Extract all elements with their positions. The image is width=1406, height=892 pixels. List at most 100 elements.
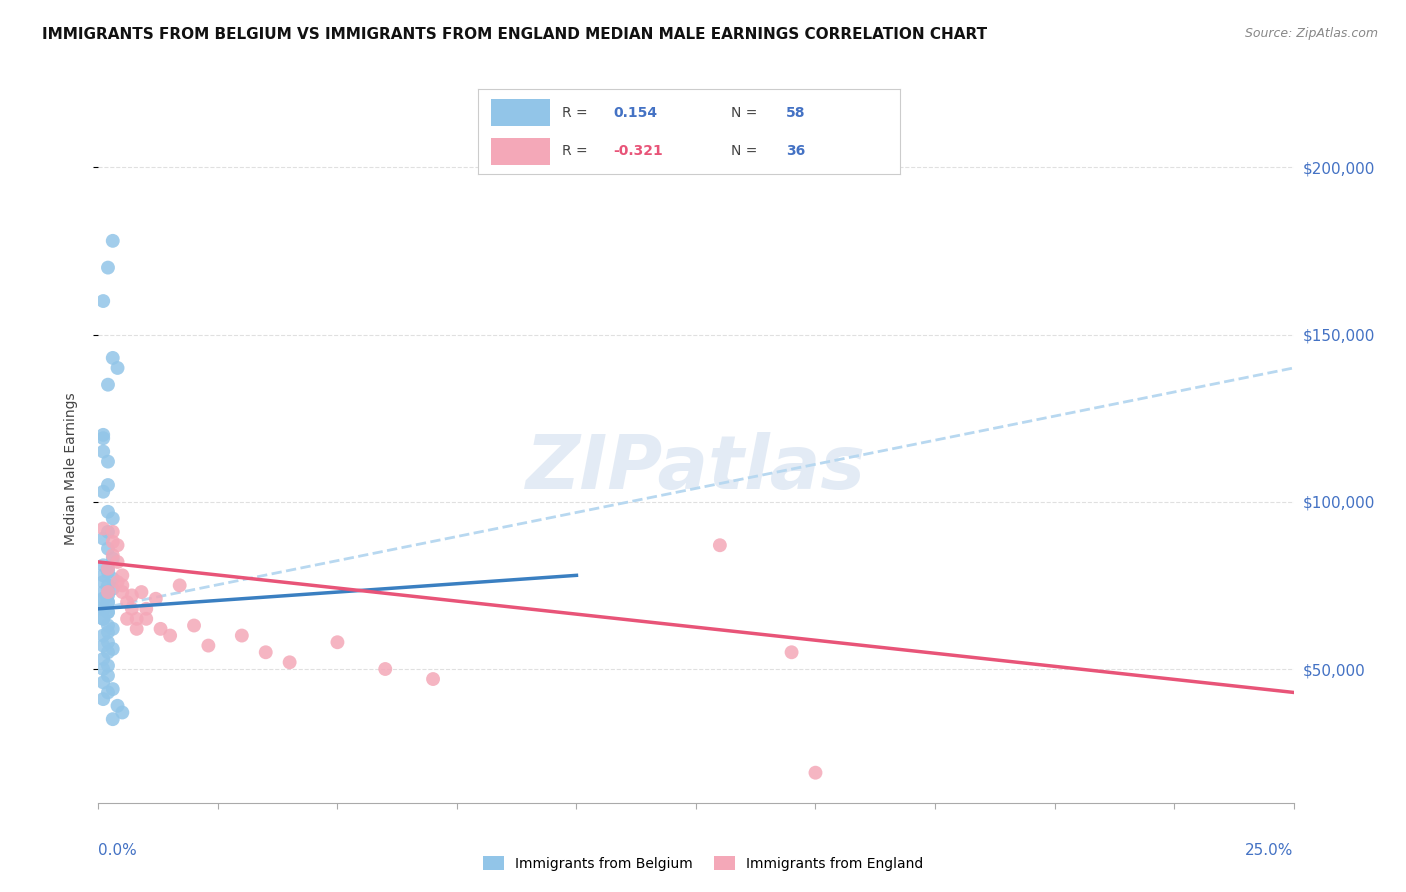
Point [97, 595, 120, 609]
Point [97, 585, 120, 599]
Point [231, 628, 253, 642]
Text: -0.321: -0.321 [613, 145, 662, 158]
Text: ZIPatlas: ZIPatlas [526, 432, 866, 505]
Point [107, 538, 129, 552]
Point [101, 681, 124, 696]
Point [97, 565, 120, 579]
Point [91, 652, 114, 666]
Text: N =: N = [731, 106, 758, 120]
Point [254, 645, 277, 659]
Point [135, 612, 157, 626]
Text: IMMIGRANTS FROM BELGIUM VS IMMIGRANTS FROM ENGLAND MEDIAN MALE EARNINGS CORRELAT: IMMIGRANTS FROM BELGIUM VS IMMIGRANTS FR… [42, 27, 987, 42]
Point [91, 294, 114, 309]
Point [91, 521, 114, 535]
Point [101, 234, 124, 248]
Point [101, 551, 124, 566]
Point [97, 669, 120, 683]
Text: 25.0%: 25.0% [1246, 843, 1294, 858]
Point [101, 572, 124, 586]
Point [97, 645, 120, 659]
FancyBboxPatch shape [491, 137, 550, 165]
Point [97, 562, 120, 576]
Point [91, 612, 114, 626]
Point [111, 706, 134, 720]
Point [131, 585, 153, 599]
Point [101, 582, 124, 596]
Point [183, 618, 205, 632]
Point [91, 484, 114, 499]
Text: 0.0%: 0.0% [98, 843, 138, 858]
Point [97, 578, 120, 592]
Point [91, 612, 114, 626]
Point [91, 428, 114, 442]
Text: N =: N = [731, 145, 758, 158]
Point [125, 622, 148, 636]
Point [91, 585, 114, 599]
Point [91, 574, 114, 589]
Point [101, 351, 124, 365]
Point [97, 377, 120, 392]
Point [804, 765, 827, 780]
Y-axis label: Median Male Earnings: Median Male Earnings [63, 392, 77, 545]
Point [97, 478, 120, 492]
Point [91, 628, 114, 642]
Point [101, 548, 124, 563]
Point [149, 622, 172, 636]
Point [97, 605, 120, 619]
Point [91, 591, 114, 606]
Text: 0.154: 0.154 [613, 106, 657, 120]
Point [97, 589, 120, 603]
Point [107, 698, 129, 713]
Point [97, 562, 120, 576]
Point [91, 675, 114, 690]
Point [780, 645, 803, 659]
Point [115, 612, 138, 626]
Text: Source: ZipAtlas.com: Source: ZipAtlas.com [1244, 27, 1378, 40]
Point [97, 585, 120, 599]
Point [91, 532, 114, 546]
Point [97, 658, 120, 673]
Point [709, 538, 731, 552]
Point [107, 574, 129, 589]
FancyBboxPatch shape [491, 99, 550, 127]
Point [97, 635, 120, 649]
Point [97, 505, 120, 519]
Point [97, 455, 120, 469]
Point [111, 578, 134, 592]
Point [101, 524, 124, 539]
Point [91, 431, 114, 445]
Point [91, 602, 114, 616]
Point [97, 685, 120, 699]
Text: R =: R = [562, 106, 588, 120]
Point [101, 712, 124, 726]
Point [91, 602, 114, 616]
Point [197, 639, 219, 653]
Point [326, 635, 349, 649]
Text: R =: R = [562, 145, 588, 158]
Point [97, 605, 120, 619]
Point [169, 578, 191, 592]
Point [97, 541, 120, 556]
Point [91, 639, 114, 653]
Point [101, 511, 124, 525]
Point [97, 618, 120, 632]
Point [145, 591, 167, 606]
Point [135, 602, 157, 616]
Point [97, 595, 120, 609]
Point [159, 628, 181, 642]
Point [278, 655, 301, 669]
Point [91, 558, 114, 573]
Text: 36: 36 [786, 145, 806, 158]
Point [101, 622, 124, 636]
Legend: Immigrants from Belgium, Immigrants from England: Immigrants from Belgium, Immigrants from… [478, 850, 928, 876]
Point [101, 534, 124, 549]
Point [121, 602, 143, 616]
Point [121, 589, 143, 603]
Point [91, 444, 114, 458]
Text: 58: 58 [786, 106, 806, 120]
Point [374, 662, 396, 676]
Point [107, 360, 129, 375]
Point [91, 591, 114, 606]
Point [115, 595, 138, 609]
Point [97, 260, 120, 275]
